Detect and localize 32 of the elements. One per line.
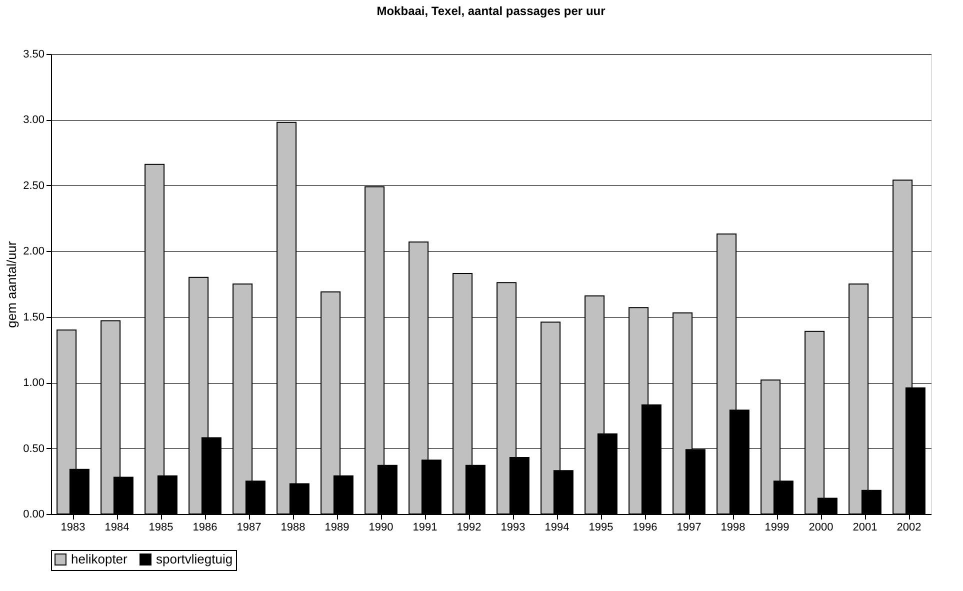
- x-tick-label: 1988: [280, 522, 306, 534]
- x-tick-label: 1983: [60, 522, 86, 534]
- y-tick-label: 0.50: [23, 442, 44, 455]
- x-tick-label: 2000: [808, 522, 834, 534]
- x-tick-label: 1986: [192, 522, 218, 534]
- x-tick-label: 1999: [764, 522, 790, 534]
- y-axis-title: gem aantal/uur: [4, 240, 20, 328]
- x-tick-label: 2001: [852, 522, 878, 534]
- y-tick-label: 0.00: [23, 508, 44, 520]
- x-tick-label: 1984: [104, 522, 130, 534]
- x-tick-label: 1997: [676, 522, 702, 534]
- legend-label: sportvliegtuig: [156, 552, 233, 567]
- x-tick-label: 1989: [324, 522, 350, 534]
- y-tick-label: 2.50: [23, 180, 44, 192]
- y-tick-label: 1.00: [23, 377, 44, 390]
- x-tick-label: 1985: [148, 522, 174, 534]
- x-tick-label: 2002: [896, 522, 922, 534]
- y-tick-label: 1.50: [23, 311, 44, 324]
- x-tick-label: 1990: [368, 522, 394, 534]
- x-tick-label: 1998: [720, 522, 746, 534]
- y-tick-label: 3.00: [23, 114, 44, 126]
- x-tick-label: 1994: [544, 522, 570, 534]
- x-tick-label: 1995: [588, 522, 614, 534]
- x-tick-label: 1991: [412, 522, 438, 534]
- y-tick-label: 3.50: [23, 48, 44, 60]
- x-tick-label: 1987: [236, 522, 262, 534]
- x-tick-label: 1996: [632, 522, 658, 534]
- x-tick-label: 1992: [456, 522, 482, 534]
- legend-label: helikopter: [71, 552, 128, 567]
- chart-title: Mokbaai, Texel, aantal passages per uur: [376, 4, 606, 18]
- x-tick-label: 1993: [500, 522, 526, 534]
- y-tick-label: 2.00: [23, 246, 44, 258]
